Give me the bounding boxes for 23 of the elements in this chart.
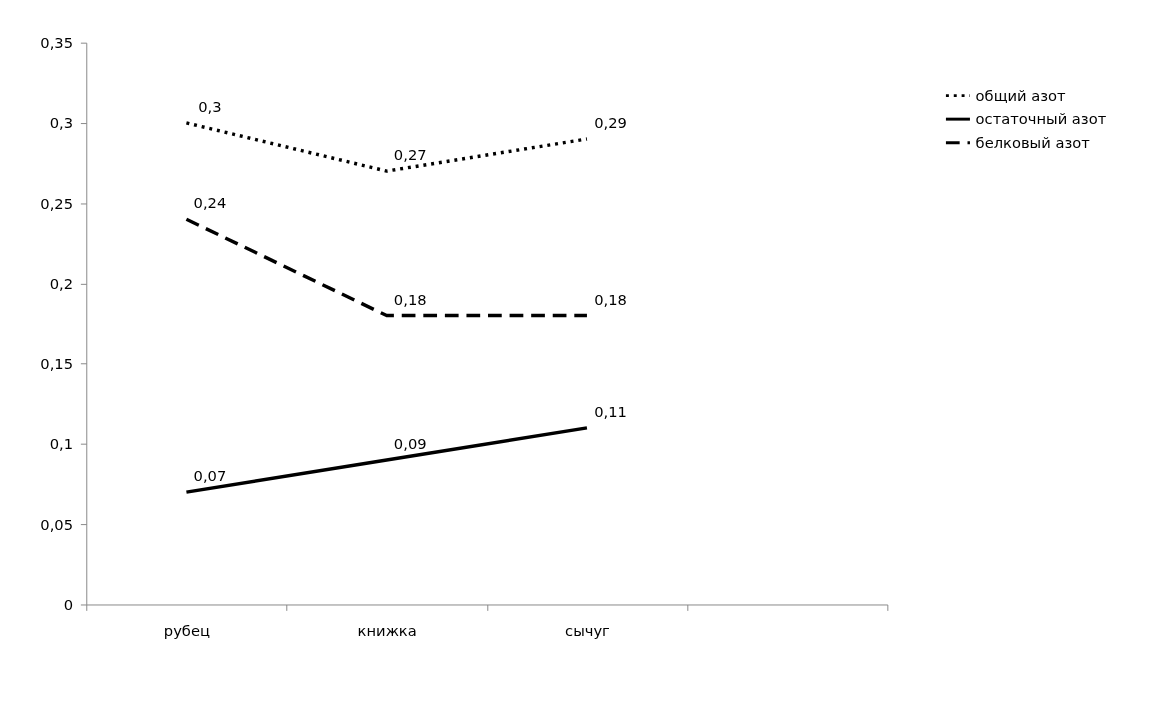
x-tick-label: книжка [357,622,417,640]
y-tick-label: 0,25 [40,194,74,212]
data-label: 0,18 [393,290,427,308]
data-label: 0,11 [594,403,627,421]
x-tick-label: рубец [163,622,210,640]
y-tick-label: 0,35 [40,34,74,52]
y-tick-label: 0 [63,595,74,613]
legend-label: общий азот [975,86,1067,104]
x-tick-label: сычуг [565,622,610,640]
legend-label: остаточный азот [975,110,1107,128]
data-label: 0,29 [594,114,627,132]
y-tick-label: 0,15 [40,355,74,373]
data-label: 0,18 [594,290,627,308]
data-label: 0,09 [393,435,427,453]
y-tick-label: 0,3 [49,114,74,132]
y-tick-label: 0,1 [49,435,74,453]
legend-label: белковый азот [975,133,1091,151]
data-label: 0,27 [393,146,427,164]
y-tick-label: 0,2 [49,274,74,292]
data-label: 0,24 [193,194,227,212]
data-label: 0,07 [193,467,227,485]
y-tick-label: 0,05 [40,515,74,533]
data-label: 0,3 [198,98,222,116]
